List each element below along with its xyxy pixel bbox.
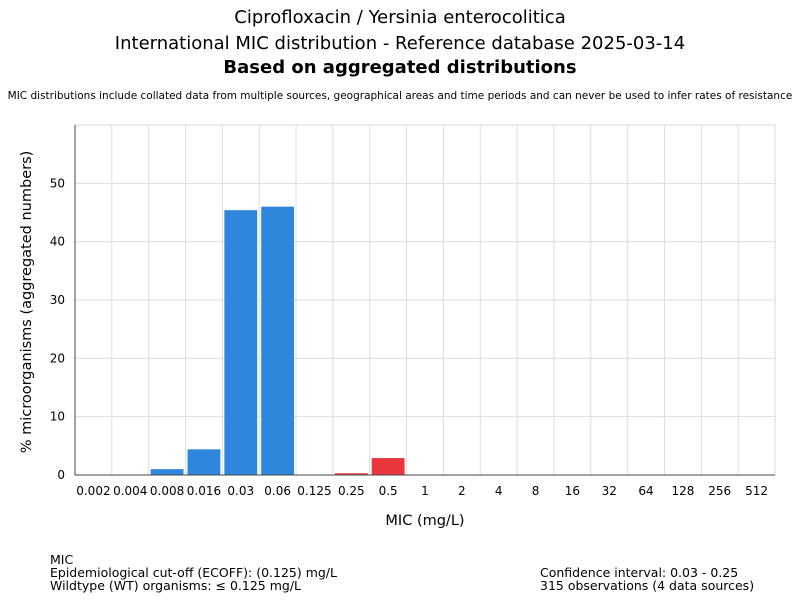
bar-0.016: [187, 449, 221, 475]
x-tick-label: 32: [602, 484, 617, 498]
bar-0.03: [224, 210, 258, 475]
x-tick-label: 0.016: [187, 484, 221, 498]
chart-title: Ciprofloxacin / Yersinia enterocolitica: [234, 7, 566, 28]
x-tick-label: 0.25: [338, 484, 365, 498]
x-tick-label: 0.125: [297, 484, 331, 498]
x-tick-label: 0.03: [227, 484, 254, 498]
x-tick-label: 0.002: [76, 484, 110, 498]
footer-confidence-interval: Confidence interval: 0.03 - 0.25: [540, 565, 739, 580]
y-tick-label: 10: [50, 410, 65, 424]
chart-title-line-2: International MIC distribution - Referen…: [114, 33, 686, 54]
x-tick-label: 128: [671, 484, 694, 498]
y-tick-label: 40: [50, 235, 65, 249]
footer-ecoff: Epidemiological cut-off (ECOFF): (0.125)…: [50, 565, 337, 580]
x-tick-label: 8: [532, 484, 540, 498]
chart-subtitle: MIC distributions include collated data …: [7, 90, 793, 102]
bar-0.5: [371, 458, 405, 475]
bar-0.06: [261, 206, 295, 475]
y-tick-label: 0: [57, 468, 65, 482]
y-tick-label: 30: [50, 293, 65, 307]
x-tick-label: 0.5: [379, 484, 398, 498]
x-tick-label: 0.004: [113, 484, 147, 498]
footer-mic-label: MIC: [50, 552, 74, 567]
bar-0.008: [150, 469, 184, 475]
footer-left: MIC Epidemiological cut-off (ECOFF): (0.…: [50, 553, 337, 592]
x-tick-label: 2: [458, 484, 466, 498]
footer-right: Confidence interval: 0.03 - 0.25 315 obs…: [540, 566, 754, 592]
x-tick-label: 0.008: [150, 484, 184, 498]
y-tick-label: 20: [50, 351, 65, 365]
x-tick-label: 0.06: [264, 484, 291, 498]
y-tick-label: 50: [50, 176, 65, 190]
x-tick-label: 16: [565, 484, 580, 498]
x-tick-label: 256: [708, 484, 731, 498]
footer-wildtype: Wildtype (WT) organisms: ≤ 0.125 mg/L: [50, 578, 302, 593]
chart-title-line-3: Based on aggregated distributions: [223, 57, 577, 78]
y-axis-title: % microorganisms (aggregated numbers): [19, 151, 35, 454]
x-tick-label: 1: [421, 484, 429, 498]
x-tick-label: 64: [638, 484, 653, 498]
x-tick-label: 4: [495, 484, 503, 498]
x-axis-title: MIC (mg/L): [385, 513, 464, 529]
bar-0.25: [334, 473, 368, 475]
x-tick-label: 512: [745, 484, 768, 498]
footer-observations: 315 observations (4 data sources): [540, 578, 755, 593]
